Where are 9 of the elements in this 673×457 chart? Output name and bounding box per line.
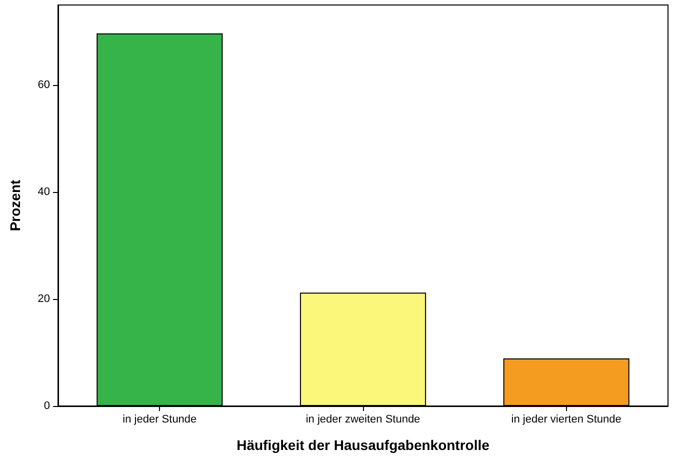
y-tick-label: 20 bbox=[38, 293, 50, 306]
y-tick-label: 60 bbox=[38, 79, 50, 92]
x-tick-label: in jeder Stunde bbox=[122, 414, 197, 426]
y-tick-label: 40 bbox=[38, 186, 50, 198]
x-tick-label: in jeder vierten Stunde bbox=[511, 414, 622, 426]
y-tick-label: 0 bbox=[44, 400, 50, 412]
x-axis-title: Häufigkeit der Hausaufgabenkontrolle bbox=[236, 437, 490, 453]
y-axis-title: Prozent bbox=[7, 179, 23, 232]
x-tick-label: in jeder zweiten Stunde bbox=[306, 414, 420, 426]
